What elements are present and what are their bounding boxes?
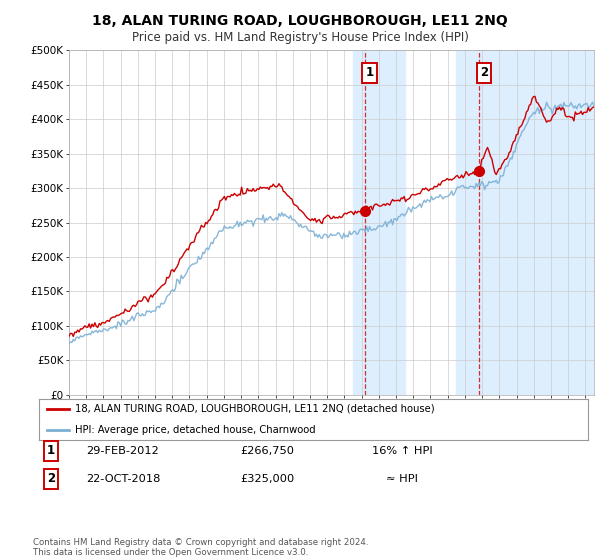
Text: HPI: Average price, detached house, Charnwood: HPI: Average price, detached house, Char… — [74, 425, 316, 435]
Text: £325,000: £325,000 — [240, 474, 294, 484]
Text: 18, ALAN TURING ROAD, LOUGHBOROUGH, LE11 2NQ (detached house): 18, ALAN TURING ROAD, LOUGHBOROUGH, LE11… — [74, 404, 434, 413]
Text: 2: 2 — [480, 66, 488, 80]
Bar — [353, 50, 404, 395]
Text: 16% ↑ HPI: 16% ↑ HPI — [371, 446, 433, 456]
Text: 22-OCT-2018: 22-OCT-2018 — [86, 474, 160, 484]
Text: 1: 1 — [47, 444, 55, 458]
Text: 1: 1 — [365, 66, 374, 80]
Text: 18, ALAN TURING ROAD, LOUGHBOROUGH, LE11 2NQ: 18, ALAN TURING ROAD, LOUGHBOROUGH, LE11… — [92, 14, 508, 28]
Bar — [456, 50, 594, 395]
Text: Price paid vs. HM Land Registry's House Price Index (HPI): Price paid vs. HM Land Registry's House … — [131, 31, 469, 44]
Text: ≈ HPI: ≈ HPI — [386, 474, 418, 484]
Text: £266,750: £266,750 — [240, 446, 294, 456]
Text: Contains HM Land Registry data © Crown copyright and database right 2024.
This d: Contains HM Land Registry data © Crown c… — [33, 538, 368, 557]
Text: 29-FEB-2012: 29-FEB-2012 — [86, 446, 160, 456]
Text: 2: 2 — [47, 472, 55, 486]
